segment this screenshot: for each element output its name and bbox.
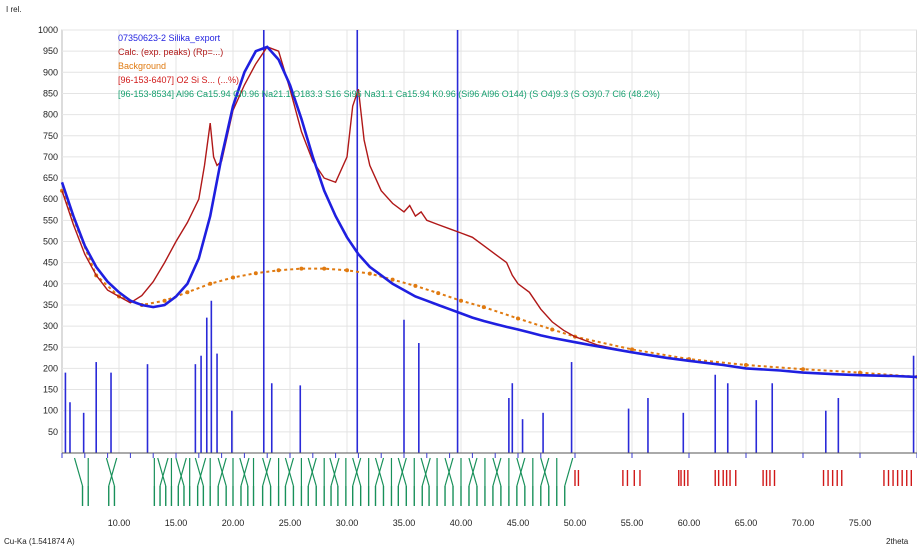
background-point-20 (550, 327, 555, 332)
y-tick-label-0: 50 (48, 427, 58, 437)
green-reflection-18 (239, 457, 249, 487)
green-reflection-6 (157, 457, 167, 487)
green-reflection-5 (159, 457, 169, 487)
background-point-10 (299, 266, 304, 271)
background-point-14 (390, 277, 395, 282)
y-tick-label-19: 1000 (38, 25, 58, 35)
green-reflection-41 (421, 457, 431, 487)
y-tick-label-10: 550 (43, 215, 58, 225)
green-reflection-59 (564, 457, 574, 487)
green-reflection-48 (468, 457, 478, 487)
y-tick-label-8: 450 (43, 258, 58, 268)
legend-entry-1: Calc. (exp. peaks) (Rp=...) (118, 47, 223, 57)
background-point-12 (345, 268, 349, 273)
x-tick-label-8: 50.00 (564, 518, 587, 528)
green-reflection-29 (330, 457, 340, 487)
reflection-marker-panel (61, 452, 917, 506)
green-reflection-3 (105, 457, 116, 487)
x-tick-label-2: 20.00 (222, 518, 245, 528)
green-reflection-17 (240, 457, 250, 487)
background-point-15 (413, 283, 418, 288)
green-reflection-21 (262, 457, 272, 487)
y-tick-label-12: 650 (43, 173, 58, 183)
green-reflection-11 (197, 457, 207, 487)
green-reflection-15 (217, 457, 227, 487)
background-point-7 (231, 275, 235, 280)
y-tick-label-1: 100 (43, 406, 58, 416)
y-tick-label-4: 250 (43, 342, 58, 352)
grid-lines (62, 29, 917, 453)
background-point-26 (858, 370, 862, 375)
blue-reflection-sticks (64, 30, 915, 453)
green-reflection-0 (73, 457, 84, 487)
background-point-17 (459, 298, 463, 303)
y-tick-label-13: 700 (43, 152, 58, 162)
background-point-5 (185, 290, 190, 295)
legend-entry-3: [96-153-6407] O2 Si S... (...%) (118, 75, 239, 85)
x-axis-ticks: 10.00 15.00 20.00 25.00 30.00 35.00 40.00 45.00… (108, 518, 872, 528)
y-tick-label-7: 400 (43, 279, 58, 289)
y-tick-label-9: 500 (43, 237, 58, 247)
green-reflection-33 (352, 457, 362, 487)
x-tick-label-12: 70.00 (792, 518, 815, 528)
background-point-22 (630, 347, 634, 352)
legend: 07350623-2 Silika_export Calc. (exp. peak… (118, 33, 660, 99)
wavelength-label: Cu-Ka (1.541874 A) (4, 537, 75, 546)
background-point-6 (208, 281, 213, 286)
background-point-8 (253, 271, 258, 276)
green-reflection-39 (397, 457, 407, 487)
x-tick-label-1: 15.00 (165, 518, 188, 528)
green-reflection-27 (307, 457, 317, 487)
y-tick-label-16: 850 (43, 88, 58, 98)
x-tick-label-3: 25.00 (279, 518, 302, 528)
y-tick-label-11: 600 (43, 194, 58, 204)
y-tick-label-3: 200 (43, 363, 58, 373)
green-reflection-51 (492, 457, 502, 487)
y-tick-label-2: 150 (43, 385, 58, 395)
background-point-4 (162, 298, 167, 303)
background-point-18 (481, 305, 486, 310)
y-tick-label-18: 950 (43, 46, 58, 56)
x-unit-label: 2theta (886, 537, 909, 546)
x-tick-label-4: 30.00 (336, 518, 359, 528)
legend-entry-0: 07350623-2 Silika_export (118, 33, 221, 43)
background-point-24 (744, 363, 748, 368)
background-point-16 (436, 291, 441, 296)
y-axis-ticks: 50 100 150 200 250 300 350 400 450 500 550 600 650 70… (38, 25, 58, 437)
x-tick-label-9: 55.00 (621, 518, 644, 528)
legend-entry-4: [96-153-8534] Al96 Ca15.94 Cl0.96 Na21.1… (118, 89, 660, 99)
background-point-19 (516, 316, 520, 321)
y-tick-label-5: 300 (43, 321, 58, 331)
y-tick-label-14: 750 (43, 131, 58, 141)
x-tick-label-13: 75.00 (849, 518, 872, 528)
series-line-0 (60, 45, 917, 379)
background-point-11 (322, 266, 327, 271)
green-reflection-36 (374, 457, 385, 487)
y-tick-label-6: 350 (43, 300, 58, 310)
green-reflection-2 (108, 457, 118, 487)
green-reflection-30 (329, 457, 339, 487)
green-reflection-57 (540, 457, 550, 487)
y-unit-label: I rel. (6, 5, 22, 14)
background-point-13 (367, 271, 372, 276)
green-reflection-54 (516, 457, 526, 487)
legend-entry-2: Background (118, 61, 166, 71)
green-reflection-8 (177, 457, 187, 487)
background-point-9 (276, 268, 281, 273)
x-tick-label-11: 65.00 (735, 518, 758, 528)
y-tick-label-17: 900 (43, 67, 58, 77)
green-reflection-9 (175, 457, 185, 487)
x-tick-label-10: 60.00 (678, 518, 701, 528)
green-reflection-12 (194, 457, 204, 487)
x-tick-label-0: 10.00 (108, 518, 131, 528)
green-reflection-42 (420, 457, 430, 487)
green-reflection-24 (284, 457, 294, 487)
x-tick-label-6: 40.00 (450, 518, 473, 528)
x-tick-label-5: 35.00 (393, 518, 416, 528)
y-tick-label-15: 800 (43, 110, 58, 120)
green-reflection-45 (444, 457, 454, 487)
background-point-25 (801, 367, 805, 372)
x-tick-label-7: 45.00 (507, 518, 530, 528)
